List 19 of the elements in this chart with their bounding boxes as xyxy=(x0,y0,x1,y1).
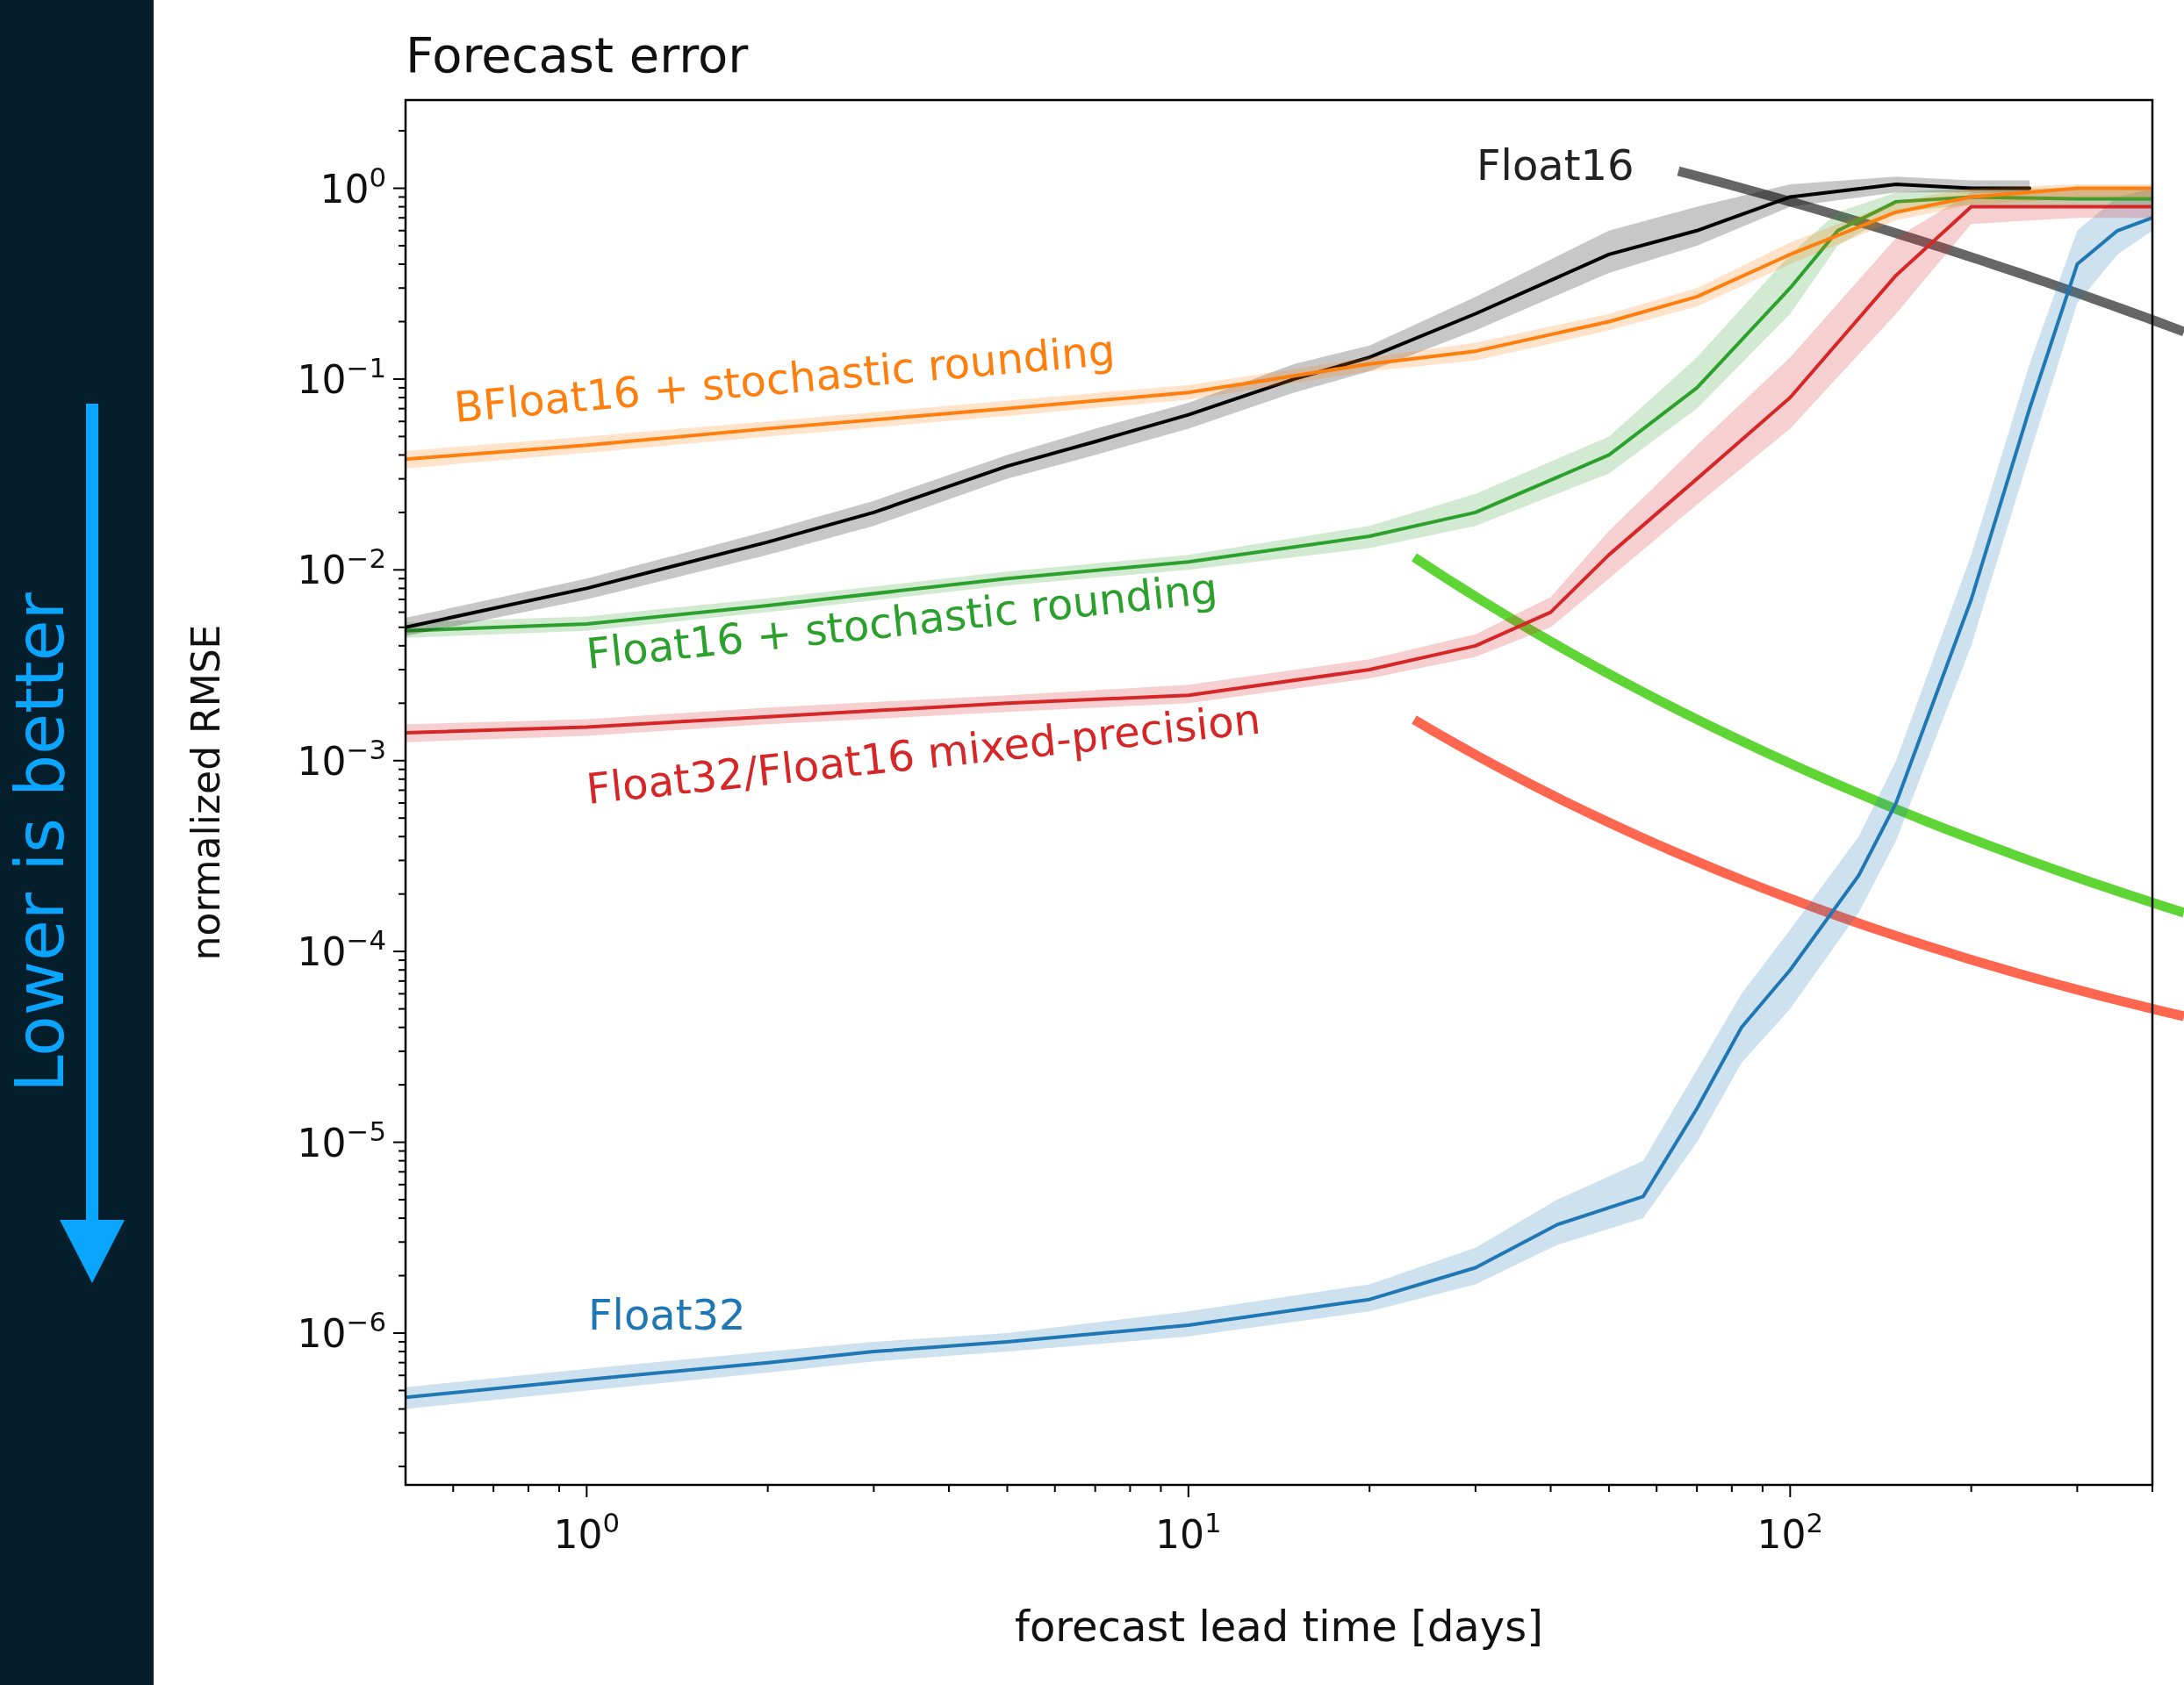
y-axis-title: normalized RMSE xyxy=(183,624,228,961)
y-tick-label: 10$^{0}$ xyxy=(320,161,386,212)
series-label: BFloat16 + stochastic rounding xyxy=(452,325,1117,432)
x-tick-label: 10$^{1}$ xyxy=(1155,1507,1222,1557)
x-tick-label: 10$^{2}$ xyxy=(1757,1507,1824,1557)
y-tick-label: 10$^{−3}$ xyxy=(297,733,386,784)
text: Float16 + stochastic rounding xyxy=(584,563,1220,678)
y-tick-label: 10$^{−6}$ xyxy=(297,1305,386,1356)
text: Float32/Float16 mixed-precision xyxy=(584,693,1263,814)
x-axis-title: forecast lead time [days] xyxy=(1015,1602,1543,1651)
series-label: Float32 xyxy=(588,1290,746,1339)
x-tick-label: 10$^{0}$ xyxy=(553,1507,621,1557)
y-tick-label: 10$^{−2}$ xyxy=(297,542,386,593)
series-label: Float16 xyxy=(1476,140,1634,190)
y-tick-label: 10$^{−5}$ xyxy=(297,1115,386,1165)
y-tick-label: 10$^{−4}$ xyxy=(297,924,386,975)
text: Lower is better xyxy=(1,592,79,1093)
y-tick-label: 10$^{−1}$ xyxy=(297,351,386,402)
chart-title: Forecast error xyxy=(406,26,750,83)
